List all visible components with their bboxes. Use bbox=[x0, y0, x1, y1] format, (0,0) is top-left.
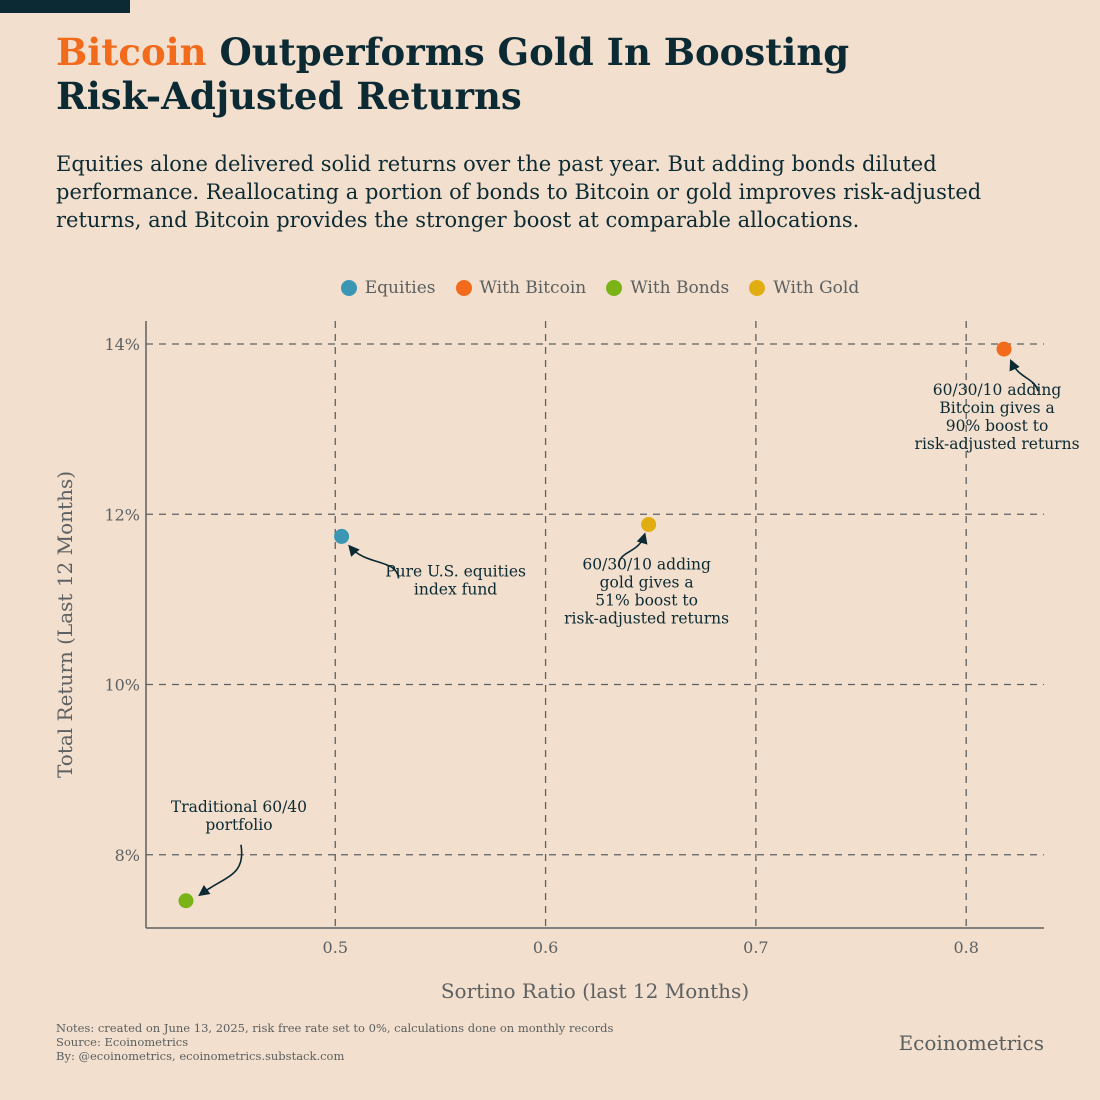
annotation-text: index fund bbox=[414, 580, 497, 598]
legend-label: With Gold bbox=[773, 278, 860, 298]
x-tick-label: 0.6 bbox=[533, 938, 558, 957]
annotation-text: 51% boost to bbox=[595, 591, 698, 609]
x-tick-label: 0.8 bbox=[953, 938, 978, 957]
by-text: By: @ecoinometrics, ecoinometrics.substa… bbox=[56, 1049, 345, 1063]
annotation-text: 90% boost to bbox=[946, 417, 1049, 435]
x-tick-label: 0.7 bbox=[743, 938, 768, 957]
y-tick-label: 8% bbox=[115, 846, 140, 865]
subtitle: Equities alone delivered solid returns o… bbox=[56, 152, 982, 232]
annotation-text: Bitcoin gives a bbox=[939, 399, 1054, 417]
brand-label: Ecoinometrics bbox=[898, 1031, 1044, 1055]
annotation-text: risk-adjusted returns bbox=[915, 435, 1080, 453]
annotation-text: gold gives a bbox=[600, 573, 694, 591]
annotation-text: portfolio bbox=[205, 816, 272, 834]
legend-label: Equities bbox=[364, 278, 436, 298]
scatter-chart: 0.5 0.6 0.7 0.8 8% 10% 12% 14% Sortino Ratio (la… bbox=[53, 321, 1080, 1003]
annotation-arrow bbox=[1009, 359, 1039, 392]
data-point-equities bbox=[334, 528, 350, 544]
data-point-with-gold bbox=[641, 516, 657, 532]
annotation-arrow bbox=[617, 532, 648, 567]
legend-item-equities: Equities bbox=[340, 278, 436, 298]
page-title: Bitcoin Outperforms Gold In Boosting Ris… bbox=[56, 30, 1056, 118]
y-tick-label: 10% bbox=[104, 676, 140, 695]
legend-label: With Bonds bbox=[630, 278, 730, 298]
legend: Equities With Bitcoin With Bonds With Go… bbox=[0, 278, 1100, 298]
legend-item-gold: With Gold bbox=[749, 278, 859, 298]
footer-notes: Notes: created on June 13, 2025, risk fr… bbox=[56, 1021, 613, 1063]
annotation-text: 60/30/10 adding bbox=[582, 555, 711, 573]
x-tick-label: 0.5 bbox=[323, 938, 348, 957]
annotation-arrow bbox=[348, 544, 400, 579]
legend-item-bonds: With Bonds bbox=[606, 278, 729, 298]
title-highlight: Bitcoin bbox=[56, 30, 207, 74]
annotation-arrow bbox=[198, 844, 243, 897]
title-line1: Outperforms Gold In Boosting bbox=[206, 30, 850, 74]
source-text: Source: Ecoinometrics bbox=[56, 1035, 189, 1049]
annotation-text: Pure U.S. equities bbox=[385, 562, 526, 580]
notes-text: Notes: created on June 13, 2025, risk fr… bbox=[56, 1021, 614, 1035]
annotation-text: 60/30/10 adding bbox=[933, 381, 1062, 399]
y-axis-label: Total Return (Last 12 Months) bbox=[53, 471, 77, 778]
top-accent-bar bbox=[0, 0, 130, 13]
y-tick-label: 12% bbox=[104, 505, 140, 524]
legend-item-bitcoin: With Bitcoin bbox=[455, 278, 587, 298]
annotation-text: Traditional 60/40 bbox=[171, 798, 307, 816]
y-tick-label: 14% bbox=[104, 335, 140, 354]
x-axis-label: Sortino Ratio (last 12 Months) bbox=[441, 979, 749, 1003]
legend-dot bbox=[340, 280, 357, 296]
title-line2: Risk-Adjusted Returns bbox=[56, 74, 522, 118]
data-point-with-bitcoin bbox=[996, 341, 1012, 357]
data-point-with-bonds bbox=[178, 893, 194, 909]
legend-dot bbox=[749, 280, 766, 296]
legend-label: With Bitcoin bbox=[479, 278, 587, 298]
legend-dot bbox=[455, 280, 472, 296]
legend-dot bbox=[606, 280, 623, 296]
annotation-text: risk-adjusted returns bbox=[564, 609, 729, 627]
